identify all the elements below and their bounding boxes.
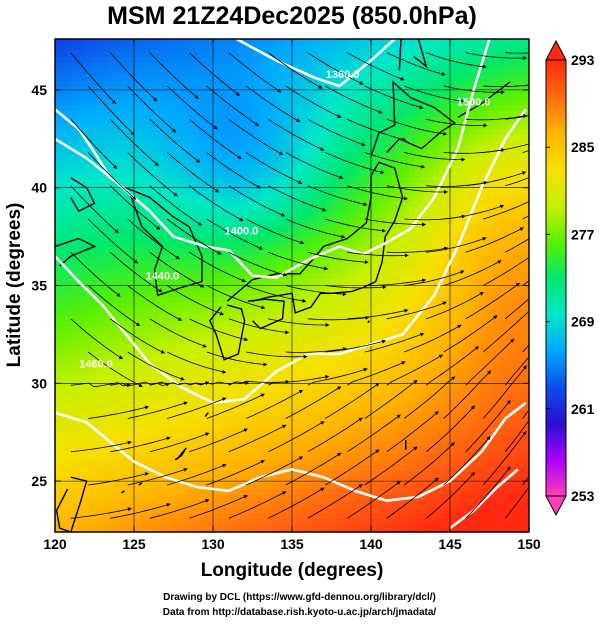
height-contours	[55, 39, 527, 530]
contour-label: 1360.0	[326, 69, 360, 81]
colorbar-tick-label: 253	[571, 488, 595, 504]
credit-data: Data from http://database.rish.kyoto-u.a…	[162, 607, 437, 618]
x-tick-label: 120	[43, 536, 67, 552]
map-title: MSM 21Z24Dec2025 (850.0hPa)	[107, 2, 477, 30]
contour-labels: 1360.0 1400.0 1440.0 1500.0 1460.0	[79, 69, 490, 371]
temperature-field	[55, 39, 529, 532]
colorbar-tick-label: 277	[571, 226, 595, 242]
y-tick-label: 45	[31, 82, 47, 98]
credit-drawing: Drawing by DCL (https://www.gfd-dennou.o…	[163, 592, 436, 603]
colorbar: 293 285 277 269 261 253	[545, 39, 595, 517]
colorbar-tick-label: 293	[571, 52, 595, 68]
x-axis-label: Longitude (degrees)	[201, 560, 384, 581]
contour-label: 1500.0	[457, 97, 491, 109]
y-tick-label: 40	[31, 180, 47, 196]
x-tick-label: 140	[359, 536, 383, 552]
y-tick-label: 30	[31, 375, 47, 391]
colorbar-tick-label: 285	[571, 139, 595, 155]
colorbar-ticks: 293 285 277 269 261 253	[546, 52, 595, 504]
x-axis-ticks: 120 125 130 135 140 145 150	[43, 39, 541, 552]
colorbar-min-arrow	[545, 495, 567, 517]
y-tick-label: 25	[31, 473, 47, 489]
colorbar-max-arrow	[545, 39, 567, 61]
contour-label: 1460.0	[79, 359, 113, 371]
y-tick-label: 35	[31, 278, 47, 294]
plot-area: 1360.0 1400.0 1440.0 1500.0 1460.0	[55, 39, 529, 532]
x-tick-label: 130	[201, 536, 225, 552]
x-tick-label: 125	[122, 536, 146, 552]
y-axis-label: Latitude (degrees)	[4, 203, 25, 368]
colorbar-tick-label: 269	[571, 314, 595, 330]
x-tick-label: 135	[280, 536, 304, 552]
contour-label: 1400.0	[225, 226, 259, 238]
x-tick-label: 145	[438, 536, 462, 552]
arrow-streamline-icon	[70, 52, 529, 519]
colorbar-tick-label: 261	[571, 401, 595, 417]
contour-label: 1440.0	[146, 271, 180, 283]
x-tick-label: 150	[517, 536, 541, 552]
coastline-icon	[55, 39, 511, 532]
y-axis-ticks: 25 30 35 40 45	[31, 82, 529, 489]
